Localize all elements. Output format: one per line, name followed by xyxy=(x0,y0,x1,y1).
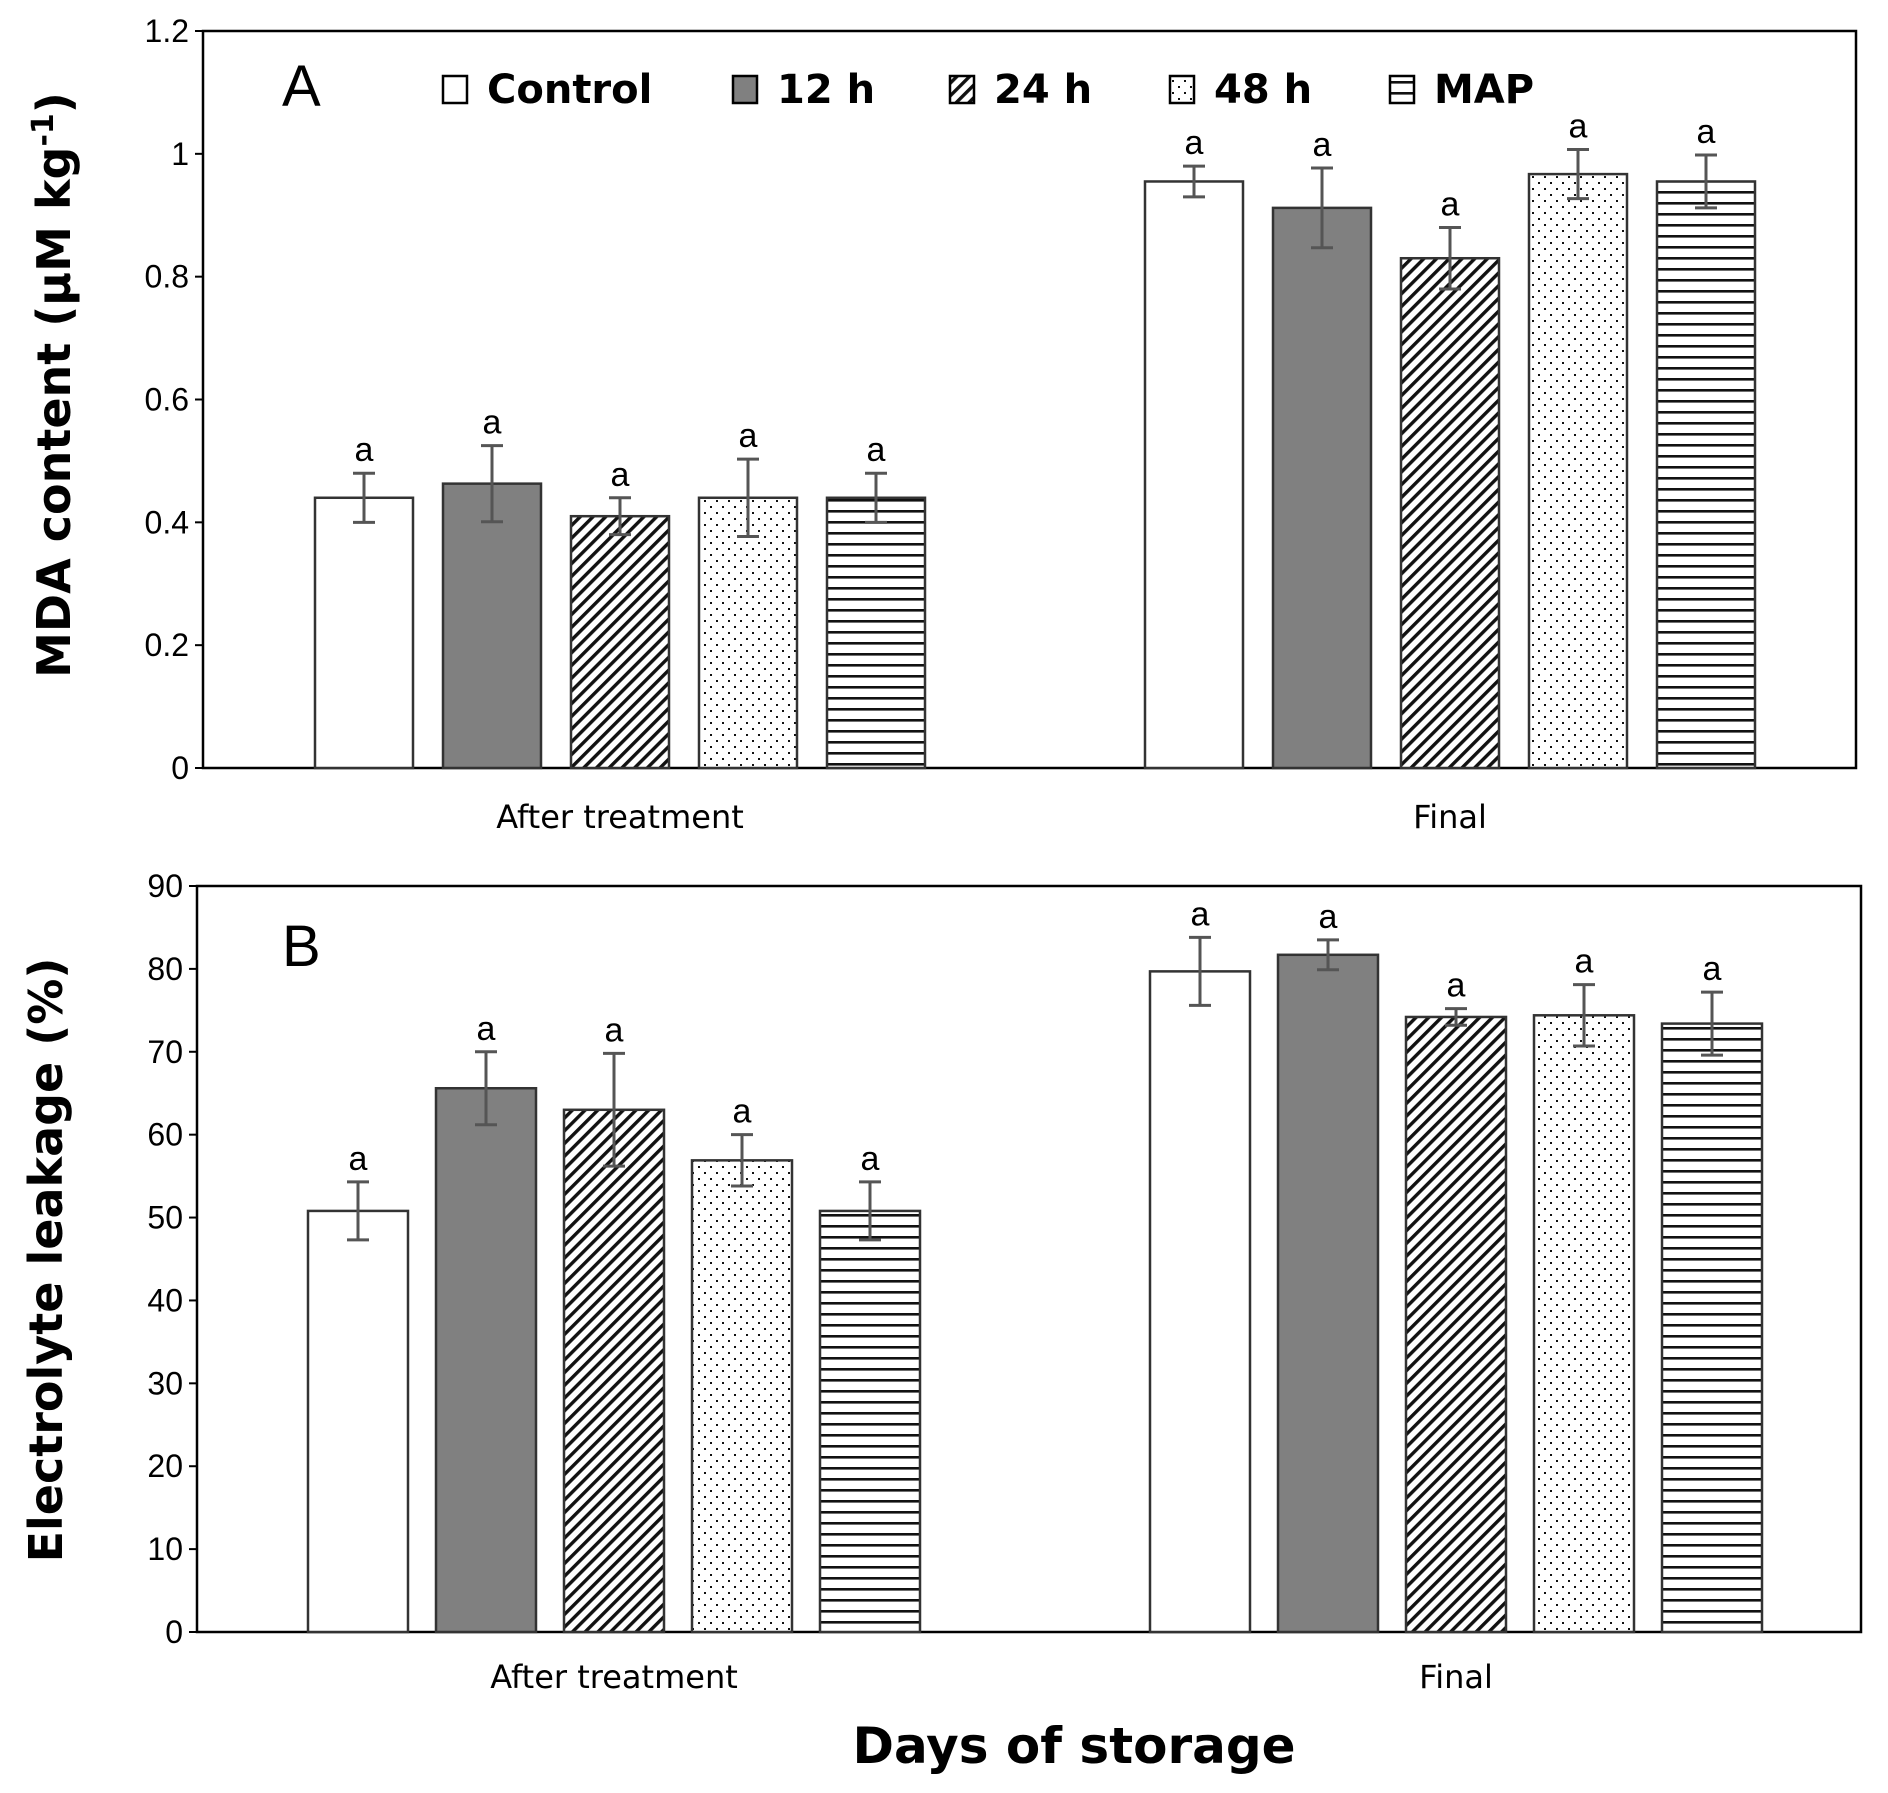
legend-label-map: MAP xyxy=(1434,67,1534,113)
panel-b-marks: 0 10 20 30 40 50 60 70 80 90 a a a a a a a a a a After treat… xyxy=(147,868,1764,1696)
panel-a-significance-label: a xyxy=(1441,186,1460,224)
panel-b-plot-frame xyxy=(195,884,1863,1634)
panel-a-bar-24-h-after-treatment xyxy=(569,514,671,770)
panel-a-y-tick-label: 0.2 xyxy=(145,627,189,663)
panel-b-y-tick-label: 20 xyxy=(147,1448,183,1484)
panel-b-chart: 0 10 20 30 40 50 60 70 80 90 a a a a a a a a a a After treat… xyxy=(19,868,1863,1696)
panel-a-bar-control-after-treatment xyxy=(313,496,415,770)
panel-b-bar-12-h-final xyxy=(1276,953,1380,1634)
panel-b-significance-label: a xyxy=(1319,898,1338,936)
panel-b-significance-label: a xyxy=(605,1011,624,1049)
panel-b-y-tick-label: 80 xyxy=(147,951,183,987)
panel-a-y-tick-label: 0.8 xyxy=(145,259,189,295)
panel-b-letter: B xyxy=(282,914,321,979)
panel-b-bar-map-after-treatment xyxy=(818,1209,922,1634)
panel-b-y-tick-label: 40 xyxy=(147,1282,183,1318)
panel-b-bar-control-after-treatment xyxy=(306,1209,410,1634)
panel-a-significance-label: a xyxy=(355,431,374,469)
panel-a-category-label: Final xyxy=(1413,798,1487,836)
panel-a-significance-label: a xyxy=(1569,108,1588,146)
panel-a-bar-map-after-treatment xyxy=(825,496,927,770)
panel-a-y-tick-label: 0.4 xyxy=(145,504,189,540)
panel-a-chart: 0 0.2 0.4 0.6 0.8 1 1.2 a a a a a a a a a a After treatme… xyxy=(26,13,1858,836)
panel-b-significance-label: a xyxy=(1703,950,1722,988)
panel-a-letter: A xyxy=(282,54,321,119)
legend-label-24-h: 24 h xyxy=(994,67,1092,113)
panel-a-bar-map-final xyxy=(1655,180,1757,770)
panel-b-bar-24-h-after-treatment xyxy=(562,1108,666,1634)
panel-b-significance-label: a xyxy=(1575,943,1594,981)
panel-b-significance-label: a xyxy=(733,1093,752,1131)
legend: Control 12 h 24 h 48 h MAP xyxy=(441,67,1534,113)
legend-label-12-h: 12 h xyxy=(777,67,875,113)
panel-b-y-tick-label: 30 xyxy=(147,1365,183,1401)
panel-b-y-tick-label: 50 xyxy=(147,1200,183,1236)
legend-swatch-12-h xyxy=(731,74,759,105)
panel-b-significance-label: a xyxy=(1447,967,1466,1005)
panel-a-bar-control-final xyxy=(1143,180,1245,770)
panel-a-y-axis-label: MDA content (μM kg-1) xyxy=(26,92,82,678)
panel-a-y-tick-label: 1 xyxy=(171,136,189,172)
panel-b-category-label: After treatment xyxy=(490,1658,738,1696)
legend-swatch-map xyxy=(1388,74,1416,105)
panel-b-significance-label: a xyxy=(477,1010,496,1048)
panel-a-bar-24-h-final xyxy=(1399,256,1501,770)
panel-b-y-tick-label: 90 xyxy=(147,868,183,904)
panel-b-y-tick-label: 10 xyxy=(147,1531,183,1567)
panel-b-significance-label: a xyxy=(1191,895,1210,933)
panel-a-y-tick-label: 1.2 xyxy=(145,13,189,49)
panel-a-marks: 0 0.2 0.4 0.6 0.8 1 1.2 a a a a a a a a a a After treatme… xyxy=(145,13,1757,836)
panel-a-significance-label: a xyxy=(739,417,758,455)
panel-b-bar-12-h-after-treatment xyxy=(434,1086,538,1634)
x-axis-label: Days of storage xyxy=(852,1717,1295,1775)
panel-b-bar-map-final xyxy=(1660,1022,1764,1634)
legend-label-48-h: 48 h xyxy=(1214,67,1312,113)
panel-b-y-axis-label: Electrolyte leakage (%) xyxy=(19,958,73,1563)
panel-b-bar-24-h-final xyxy=(1404,1015,1508,1634)
panel-a-significance-label: a xyxy=(1313,126,1332,164)
panel-a-significance-label: a xyxy=(1697,113,1716,151)
panel-a-bar-12-h-after-treatment xyxy=(441,482,543,770)
panel-b-bar-48-h-final xyxy=(1532,1014,1636,1634)
panel-a-y-tick-label: 0 xyxy=(171,750,189,786)
panel-b-y-tick-label: 0 xyxy=(165,1614,183,1650)
panel-a-y-axis-label-main: MDA content (μM kg xyxy=(27,147,81,678)
panel-b-significance-label: a xyxy=(349,1140,368,1178)
panel-a-category-label: After treatment xyxy=(496,798,744,836)
panel-b-category-label: Final xyxy=(1419,1658,1493,1696)
panel-b-significance-label: a xyxy=(861,1140,880,1178)
panel-a-bar-48-h-after-treatment xyxy=(697,496,799,770)
panel-b-y-tick-label: 70 xyxy=(147,1034,183,1070)
panel-b-y-tick-label: 60 xyxy=(147,1117,183,1153)
panel-b-bar-control-final xyxy=(1148,970,1252,1634)
panel-a-y-tick-label: 0.6 xyxy=(145,382,189,418)
legend-swatch-48-h xyxy=(1168,74,1196,105)
panel-a-y-axis-label-close: ) xyxy=(27,92,81,113)
panel-a-bar-12-h-final xyxy=(1271,206,1373,770)
legend-swatch-control xyxy=(441,74,469,105)
panel-a-significance-label: a xyxy=(1185,124,1204,162)
legend-swatch-24-h xyxy=(948,74,976,105)
panel-b-bar-48-h-after-treatment xyxy=(690,1159,794,1634)
legend-label-control: Control xyxy=(487,67,652,113)
panel-a-significance-label: a xyxy=(867,431,886,469)
panel-a-significance-label: a xyxy=(483,404,502,442)
panel-a-y-axis-label-superscript: -1 xyxy=(26,113,61,146)
panel-a-bar-48-h-final xyxy=(1527,172,1629,770)
panel-a-significance-label: a xyxy=(611,456,630,494)
